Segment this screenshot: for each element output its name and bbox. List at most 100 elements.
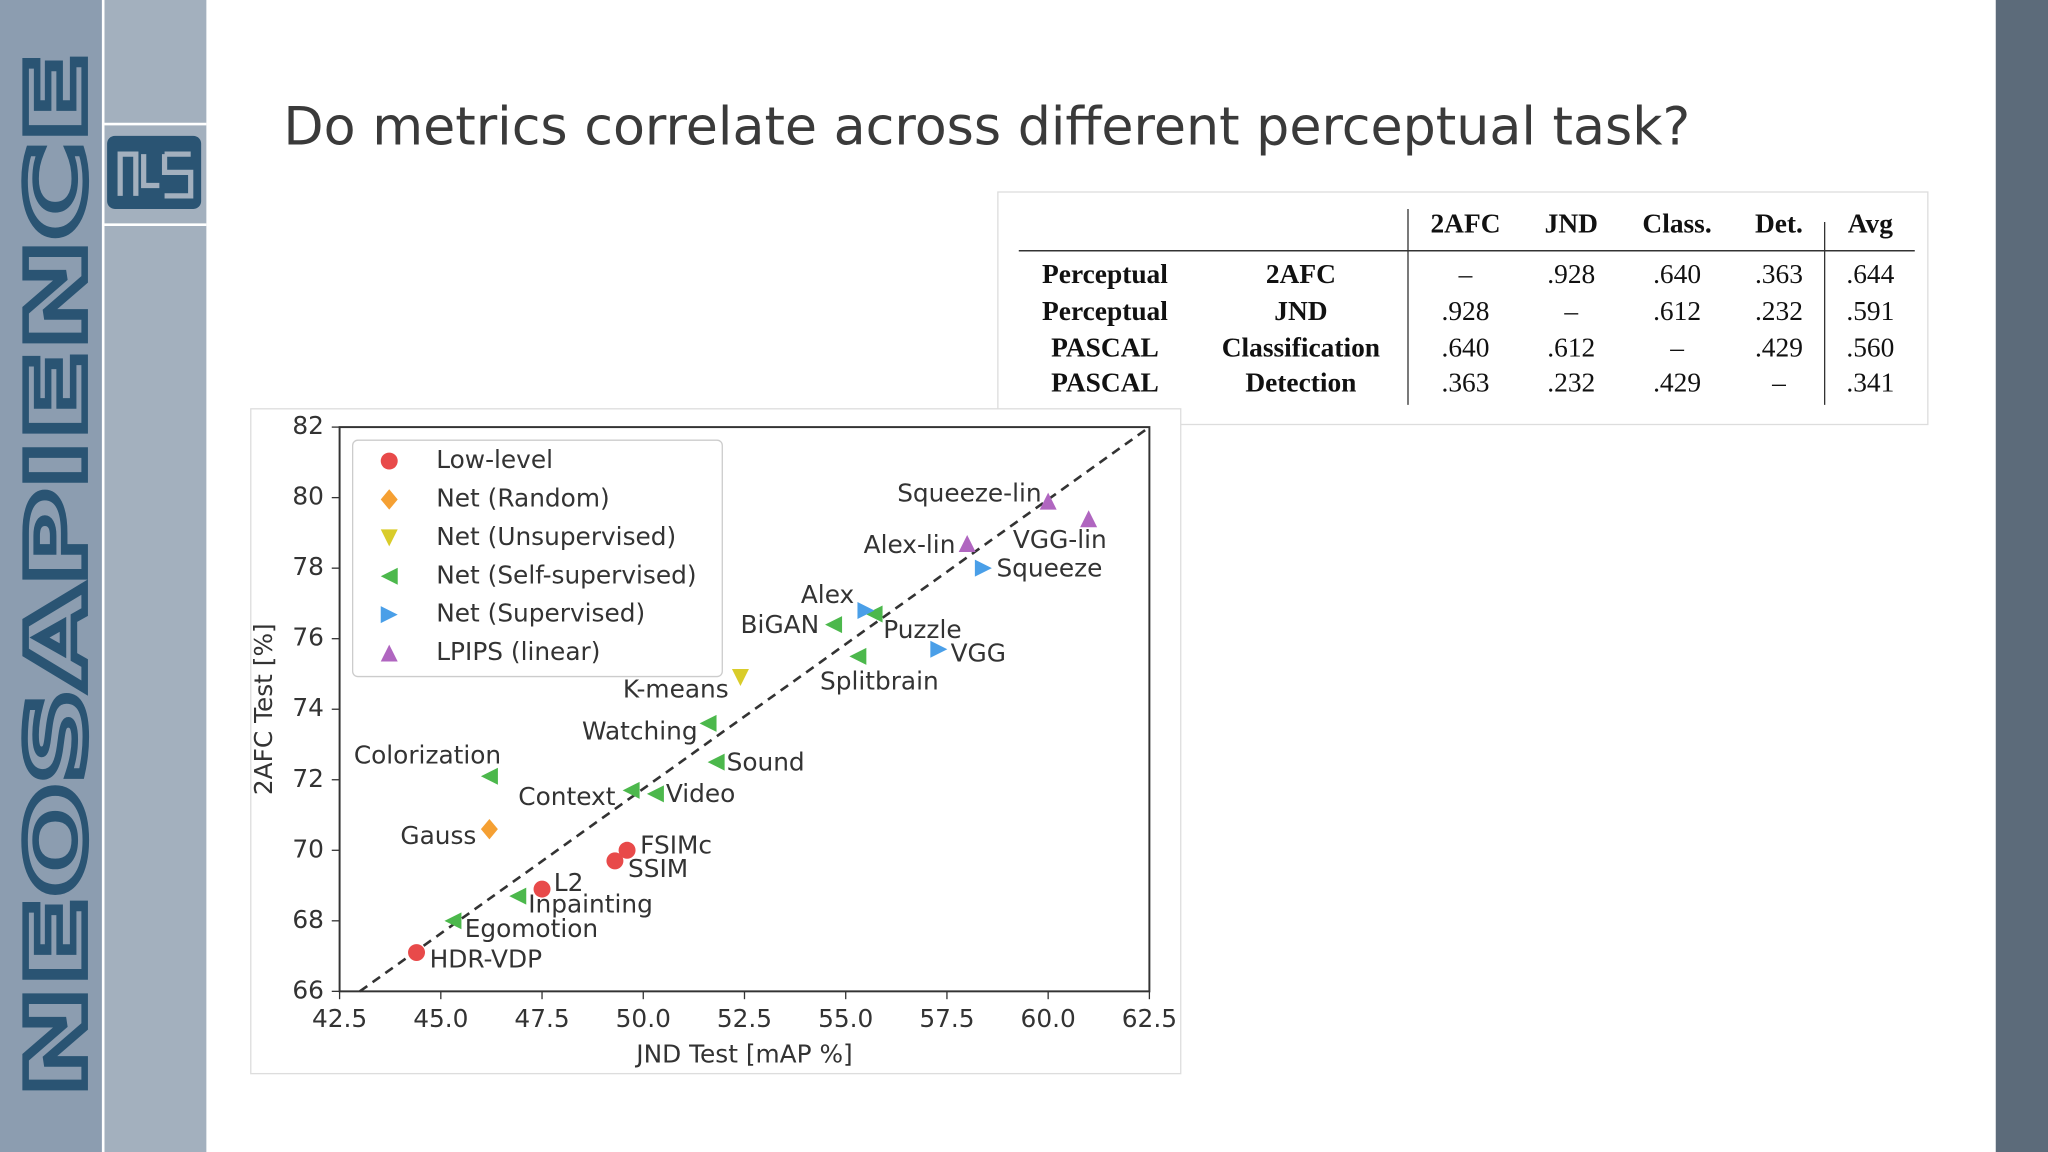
table-header: 2AFC xyxy=(1430,208,1500,238)
x-tick-label: 52.5 xyxy=(717,1004,772,1033)
point xyxy=(825,616,843,634)
point xyxy=(731,668,749,686)
point-label: SSIM xyxy=(628,854,688,883)
y-tick-label: 70 xyxy=(292,834,324,863)
legend-label: Net (Random) xyxy=(436,483,609,512)
legend-box xyxy=(352,439,723,678)
brand: NEOSAPIENCE xyxy=(11,52,105,1097)
table-cell: .341 xyxy=(1846,368,1894,398)
table-cell: .591 xyxy=(1846,296,1894,326)
right-strip xyxy=(1995,0,2048,1152)
point-label: Gauss xyxy=(400,821,476,850)
point-label: Egomotion xyxy=(465,914,598,943)
table-header: Det. xyxy=(1755,208,1803,238)
legend-label: Net (Supervised) xyxy=(436,599,645,628)
table-cell: .429 xyxy=(1653,368,1701,398)
y-tick-label: 82 xyxy=(292,411,324,440)
row-label: JND xyxy=(1274,296,1327,326)
table-cell: .429 xyxy=(1755,332,1803,362)
row-label: Classification xyxy=(1222,332,1380,362)
y-tick-label: 68 xyxy=(292,905,324,934)
legend-marker xyxy=(380,567,398,585)
point xyxy=(1039,492,1057,510)
logo-glyph xyxy=(117,151,194,199)
table-cell: .640 xyxy=(1653,259,1701,289)
x-tick-label: 47.5 xyxy=(514,1004,569,1033)
point-label: HDR-VDP xyxy=(430,944,543,973)
table-header: Class. xyxy=(1642,208,1711,238)
table-frame xyxy=(997,191,1929,426)
table-header: Avg xyxy=(1848,208,1893,238)
plot-area xyxy=(338,426,1151,993)
y-tick-label: 74 xyxy=(292,693,324,722)
point-label: Alex-lin xyxy=(864,530,956,559)
point xyxy=(974,559,992,577)
point xyxy=(444,912,462,930)
legend-marker xyxy=(380,644,398,662)
point xyxy=(958,534,976,552)
x-tick-label: 55.0 xyxy=(818,1004,873,1033)
point xyxy=(865,605,883,623)
point-label: Puzzle xyxy=(883,615,961,644)
x-tick-label: 45.0 xyxy=(413,1004,468,1033)
reference-line xyxy=(359,426,1151,993)
table-cell: .644 xyxy=(1846,259,1894,289)
legend-label: Net (Unsupervised) xyxy=(436,522,676,551)
y-tick-label: 72 xyxy=(292,764,324,793)
table-cell: .612 xyxy=(1547,332,1595,362)
table: 2AFC JND Class. Det. Avg Perceptual 2AFC – .928.… xyxy=(1018,208,1915,405)
table-cell: – xyxy=(1771,368,1786,398)
point xyxy=(509,887,527,905)
chart: 42.5 45.0 47.5 50.0 52.5 55.0 57.5 60.0 62.5 66 68… xyxy=(249,411,1177,1068)
point-label: Squeeze-lin xyxy=(897,479,1041,508)
sidebar xyxy=(0,0,102,1152)
point-label: Context xyxy=(518,782,615,811)
point-label: VGG xyxy=(951,638,1006,667)
point xyxy=(606,852,624,870)
point-label: Inpainting xyxy=(528,889,653,918)
y-tick-label: 66 xyxy=(292,975,324,1004)
x-tick-label: 57.5 xyxy=(919,1004,974,1033)
table-cell: .363 xyxy=(1755,259,1803,289)
point-label: Watching xyxy=(582,716,698,745)
point-label: Splitbrain xyxy=(820,666,939,695)
table-cell: .232 xyxy=(1547,368,1595,398)
point xyxy=(849,647,867,665)
point-label: Colorization xyxy=(354,741,501,770)
point xyxy=(699,714,717,732)
legend-marker xyxy=(380,606,398,624)
point xyxy=(707,753,725,771)
legend-marker xyxy=(380,452,398,470)
y-tick-label: 78 xyxy=(292,552,324,581)
x-tick-label: 42.5 xyxy=(312,1004,367,1033)
point xyxy=(480,818,498,840)
row-label: 2AFC xyxy=(1266,259,1336,289)
x-axis-label: JND Test [mAP %] xyxy=(634,1039,852,1068)
x-tick-label: 62.5 xyxy=(1122,1004,1177,1033)
legend-marker xyxy=(380,529,398,547)
point xyxy=(857,601,875,619)
legend-label: Low-level xyxy=(436,445,553,474)
table-cell: .232 xyxy=(1755,296,1803,326)
point-label: L2 xyxy=(554,868,584,897)
row-label: Perceptual xyxy=(1042,259,1168,289)
legend-label: LPIPS (linear) xyxy=(436,637,600,666)
table-cell: .560 xyxy=(1846,332,1894,362)
y-tick-label: 80 xyxy=(292,482,324,511)
point-label: VGG-lin xyxy=(1013,525,1107,554)
point xyxy=(930,640,948,658)
point-label: Video xyxy=(666,779,735,808)
table-cell: – xyxy=(1563,296,1578,326)
point-label: Sound xyxy=(727,747,805,776)
point xyxy=(408,944,426,962)
y-tick-label: 76 xyxy=(292,623,324,652)
row-label: Detection xyxy=(1245,368,1356,398)
slide-title: Do metrics correlate across different pe… xyxy=(283,98,1690,158)
point-label: FSIMc xyxy=(640,830,712,859)
row-label: PASCAL xyxy=(1051,332,1159,362)
point xyxy=(480,767,498,785)
point xyxy=(533,880,551,898)
table-cell: – xyxy=(1458,259,1473,289)
